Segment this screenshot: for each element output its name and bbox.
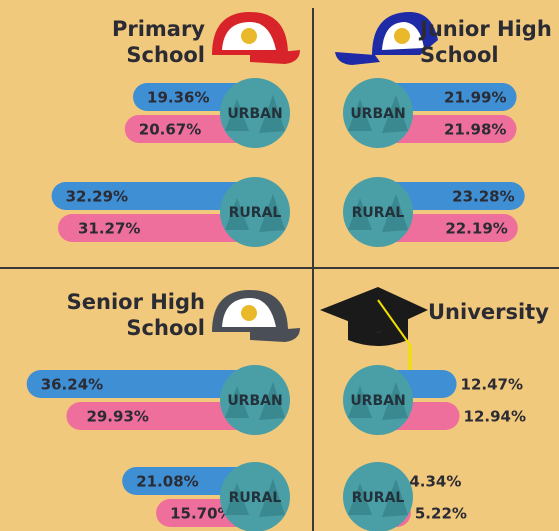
bar xyxy=(378,214,518,242)
value-label: 20.67% xyxy=(139,121,201,139)
panel-title: School xyxy=(126,316,205,340)
bar xyxy=(66,402,255,430)
tree-decoration xyxy=(348,479,408,517)
bar xyxy=(51,182,256,210)
tree-decoration xyxy=(348,95,408,133)
category-label: RURAL xyxy=(229,490,282,506)
panel-title: Primary xyxy=(112,17,205,41)
value-label: 23.28% xyxy=(452,188,514,206)
value-label: 21.98% xyxy=(444,121,506,139)
red-cap xyxy=(212,12,300,64)
value-label: 5.22% xyxy=(415,505,467,523)
panel-title: School xyxy=(126,43,205,67)
tree-decoration xyxy=(225,95,285,133)
tree-decoration xyxy=(348,194,408,232)
category-label: URBAN xyxy=(227,106,282,122)
blue-cap xyxy=(335,12,438,65)
category-label: RURAL xyxy=(229,205,282,221)
value-label: 29.93% xyxy=(86,408,148,426)
panel-title: University xyxy=(428,300,549,324)
category-label: RURAL xyxy=(352,205,405,221)
category-label: RURAL xyxy=(352,490,405,506)
tree-decoration xyxy=(225,194,285,232)
value-label: 36.24% xyxy=(41,376,103,394)
panel-title: Senior High xyxy=(67,290,205,314)
value-label: 4.34% xyxy=(409,473,461,491)
gray-cap xyxy=(212,290,300,342)
value-label: 12.94% xyxy=(464,408,526,426)
value-label: 19.36% xyxy=(147,89,209,107)
category-label: URBAN xyxy=(350,106,405,122)
tree-decoration xyxy=(225,382,285,420)
bar xyxy=(57,214,256,242)
bar xyxy=(26,370,255,398)
panel-title: School xyxy=(420,43,499,67)
tree-decoration xyxy=(225,479,285,517)
value-label: 31.27% xyxy=(78,220,140,238)
value-label: 32.29% xyxy=(66,188,128,206)
tree-decoration xyxy=(348,382,408,420)
category-label: URBAN xyxy=(227,393,282,409)
panel-title: Junior High xyxy=(418,17,552,41)
value-label: 21.99% xyxy=(444,89,506,107)
value-label: 22.19% xyxy=(445,220,507,238)
category-label: URBAN xyxy=(350,393,405,409)
bar xyxy=(378,115,517,143)
value-label: 12.47% xyxy=(461,376,523,394)
value-label: 15.70% xyxy=(170,505,232,523)
bar xyxy=(378,182,525,210)
value-label: 21.08% xyxy=(136,473,198,491)
bar xyxy=(378,83,517,111)
